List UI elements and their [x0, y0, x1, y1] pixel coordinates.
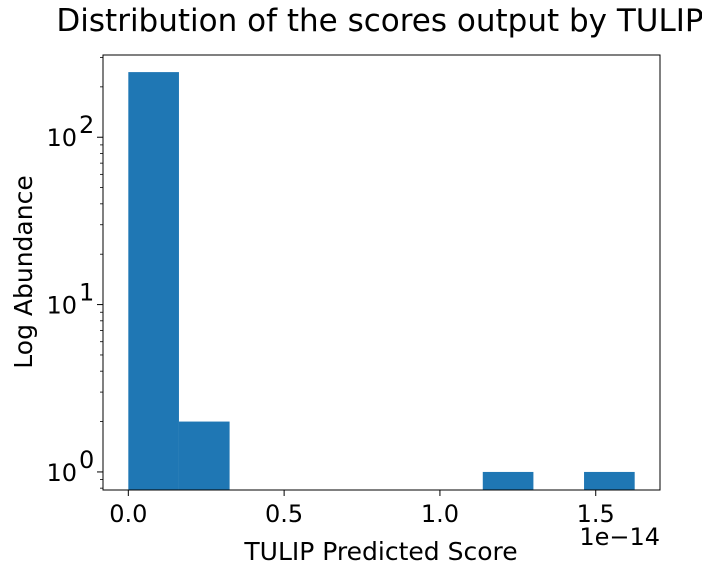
x-tick-label-3: 1.5: [577, 500, 615, 528]
x-tick-label-2: 1.0: [421, 500, 459, 528]
svg-text:0: 0: [79, 446, 94, 474]
y-tick-label-1: 10 1: [46, 279, 94, 320]
histogram-bar-1: [178, 421, 230, 490]
svg-text:2: 2: [79, 111, 94, 139]
plot-frame: [102, 54, 661, 491]
x-offset-label: 1e−14: [579, 523, 660, 551]
y-tick-label-0: 10 0: [46, 446, 94, 487]
svg-text:1: 1: [79, 279, 94, 307]
y-axis-label: Log Abundance: [9, 175, 38, 368]
svg-text:10: 10: [46, 124, 77, 152]
x-axis-label: TULIP Predicted Score: [243, 537, 517, 566]
svg-text:10: 10: [46, 292, 77, 320]
x-axis-ticks: 0.0 0.5 1.0 1.5: [109, 490, 615, 528]
x-tick-label-1: 0.5: [265, 500, 303, 528]
histogram-bar-9: [584, 471, 635, 490]
svg-text:10: 10: [46, 459, 77, 487]
y-tick-label-2: 10 2: [46, 111, 94, 152]
x-tick-label-0: 0.0: [109, 500, 147, 528]
chart-title: Distribution of the scores output by TUL…: [56, 3, 702, 39]
histogram-bar-7: [482, 471, 534, 490]
histogram-bar-0: [128, 72, 179, 490]
bars-group: [128, 72, 635, 490]
